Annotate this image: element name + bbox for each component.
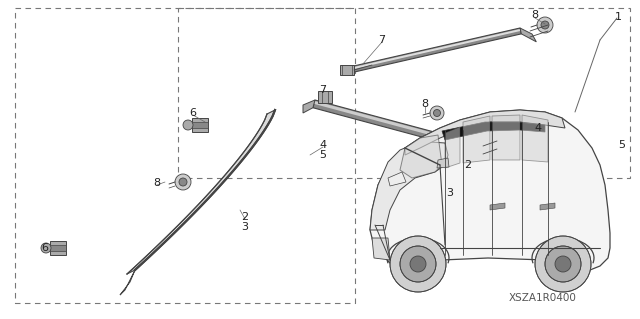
Text: 3: 3 — [241, 222, 248, 232]
Text: 7: 7 — [378, 35, 385, 45]
Circle shape — [433, 109, 440, 116]
Polygon shape — [473, 143, 485, 157]
Text: 4: 4 — [319, 140, 326, 150]
Polygon shape — [442, 122, 545, 140]
Polygon shape — [318, 91, 332, 103]
Polygon shape — [313, 100, 475, 151]
Polygon shape — [340, 65, 354, 75]
Circle shape — [179, 178, 187, 186]
Polygon shape — [50, 241, 66, 255]
Polygon shape — [400, 135, 442, 178]
Circle shape — [555, 256, 571, 272]
Polygon shape — [522, 115, 548, 162]
Bar — [178, 8, 630, 178]
Polygon shape — [463, 116, 490, 163]
Circle shape — [410, 256, 426, 272]
Text: XSZA1R0400: XSZA1R0400 — [509, 293, 577, 303]
Circle shape — [390, 236, 446, 292]
Polygon shape — [437, 158, 449, 168]
Polygon shape — [345, 29, 521, 71]
Text: 6: 6 — [189, 108, 196, 118]
Text: 2: 2 — [241, 212, 248, 222]
Circle shape — [535, 236, 591, 292]
Circle shape — [175, 174, 191, 190]
Text: 4: 4 — [534, 123, 541, 133]
Polygon shape — [303, 100, 315, 113]
Text: 2: 2 — [465, 160, 472, 170]
Polygon shape — [314, 101, 475, 147]
Circle shape — [430, 106, 444, 120]
Text: 5: 5 — [319, 150, 326, 160]
Polygon shape — [490, 203, 505, 210]
Text: 3: 3 — [447, 188, 454, 198]
Text: 5: 5 — [618, 140, 625, 150]
Circle shape — [41, 243, 51, 253]
Polygon shape — [370, 142, 448, 230]
Text: 6: 6 — [42, 243, 49, 253]
Polygon shape — [50, 245, 66, 251]
Polygon shape — [405, 110, 565, 155]
Polygon shape — [492, 115, 520, 160]
Circle shape — [400, 246, 436, 282]
Polygon shape — [192, 122, 208, 128]
Polygon shape — [445, 127, 460, 168]
Polygon shape — [520, 28, 536, 42]
Polygon shape — [388, 172, 406, 186]
Polygon shape — [370, 110, 610, 272]
Polygon shape — [192, 118, 208, 132]
Circle shape — [541, 21, 549, 29]
Circle shape — [537, 17, 553, 33]
Bar — [15, 8, 355, 303]
Text: 8: 8 — [421, 99, 429, 109]
Polygon shape — [127, 110, 275, 274]
Polygon shape — [372, 238, 390, 260]
Circle shape — [183, 120, 193, 130]
Circle shape — [545, 246, 581, 282]
Text: 8: 8 — [531, 10, 539, 20]
Text: 8: 8 — [154, 178, 161, 188]
Text: 1: 1 — [614, 12, 621, 22]
Polygon shape — [345, 28, 522, 74]
Polygon shape — [540, 203, 555, 210]
Polygon shape — [120, 270, 135, 295]
Text: 7: 7 — [319, 85, 326, 95]
